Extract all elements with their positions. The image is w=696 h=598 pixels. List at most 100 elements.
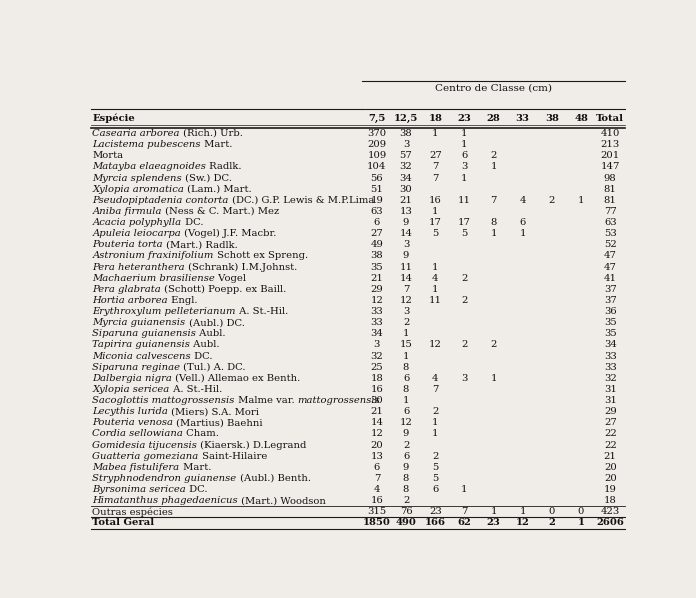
Text: 11: 11: [400, 263, 413, 271]
Text: 1: 1: [490, 507, 497, 516]
Text: Gomidesia tijucensis: Gomidesia tijucensis: [93, 441, 197, 450]
Text: 6: 6: [374, 463, 380, 472]
Text: 490: 490: [395, 518, 416, 527]
Text: 5: 5: [461, 229, 468, 238]
Text: Pera glabrata: Pera glabrata: [93, 285, 161, 294]
Text: 38: 38: [545, 114, 559, 123]
Text: Siparuna guianensis: Siparuna guianensis: [93, 329, 196, 338]
Text: 1: 1: [461, 485, 468, 494]
Text: 15: 15: [400, 340, 413, 349]
Text: 109: 109: [367, 151, 386, 160]
Text: 8: 8: [403, 474, 409, 483]
Text: 16: 16: [429, 196, 441, 205]
Text: 7: 7: [403, 285, 409, 294]
Text: 41: 41: [603, 274, 617, 283]
Text: 30: 30: [370, 396, 383, 405]
Text: (Schrank) I.M.Johnst.: (Schrank) I.M.Johnst.: [185, 263, 297, 271]
Text: 76: 76: [400, 507, 412, 516]
Text: 7: 7: [432, 163, 438, 172]
Text: 6: 6: [432, 485, 438, 494]
Text: 81: 81: [603, 185, 617, 194]
Text: 33: 33: [604, 352, 617, 361]
Text: Cham.: Cham.: [183, 429, 219, 438]
Text: Pouteria torta: Pouteria torta: [93, 240, 163, 249]
Text: 12: 12: [370, 429, 383, 438]
Text: 1: 1: [403, 352, 409, 361]
Text: Guatteria gomeziana: Guatteria gomeziana: [93, 451, 198, 460]
Text: 11: 11: [458, 196, 471, 205]
Text: 34: 34: [400, 173, 413, 182]
Text: 2: 2: [432, 451, 438, 460]
Text: Mart.: Mart.: [180, 463, 211, 472]
Text: 1850: 1850: [363, 518, 391, 527]
Text: 2: 2: [403, 496, 409, 505]
Text: Dalbergia nigra: Dalbergia nigra: [93, 374, 173, 383]
Text: 20: 20: [604, 463, 617, 472]
Text: 29: 29: [604, 407, 617, 416]
Text: Erythroxylum pelleterianum: Erythroxylum pelleterianum: [93, 307, 236, 316]
Text: 315: 315: [367, 507, 386, 516]
Text: 23: 23: [487, 518, 500, 527]
Text: 201: 201: [601, 151, 620, 160]
Text: 37: 37: [604, 285, 617, 294]
Text: 2: 2: [548, 518, 555, 527]
Text: 63: 63: [604, 218, 617, 227]
Text: Xylopia aromatica: Xylopia aromatica: [93, 185, 184, 194]
Text: 2: 2: [403, 318, 409, 327]
Text: 52: 52: [604, 240, 617, 249]
Text: A. St.-Hil.: A. St.-Hil.: [236, 307, 288, 316]
Text: 32: 32: [370, 352, 383, 361]
Text: 35: 35: [370, 263, 383, 271]
Text: Apuleia leiocarpa: Apuleia leiocarpa: [93, 229, 181, 238]
Text: 12: 12: [370, 296, 383, 305]
Text: (Miers) S.A. Mori: (Miers) S.A. Mori: [168, 407, 260, 416]
Text: 19: 19: [370, 196, 383, 205]
Text: 1: 1: [519, 229, 526, 238]
Text: Espécie: Espécie: [93, 114, 135, 123]
Text: mattogrossensis: mattogrossensis: [297, 396, 380, 405]
Text: 27: 27: [370, 229, 383, 238]
Text: 5: 5: [432, 474, 438, 483]
Text: 6: 6: [374, 218, 380, 227]
Text: Myrcia splendens: Myrcia splendens: [93, 173, 182, 182]
Text: Pseudopiptadenia contorta: Pseudopiptadenia contorta: [93, 196, 229, 205]
Text: 1: 1: [432, 419, 438, 428]
Text: 23: 23: [457, 114, 471, 123]
Text: 8: 8: [403, 485, 409, 494]
Text: 22: 22: [604, 429, 617, 438]
Text: 1: 1: [578, 196, 584, 205]
Text: 2: 2: [403, 441, 409, 450]
Text: 32: 32: [400, 163, 413, 172]
Text: 62: 62: [457, 518, 471, 527]
Text: 21: 21: [370, 407, 383, 416]
Text: 53: 53: [604, 229, 617, 238]
Text: 27: 27: [429, 151, 441, 160]
Text: 1: 1: [432, 285, 438, 294]
Text: (Sw.) DC.: (Sw.) DC.: [182, 173, 232, 182]
Text: Stryphnodendron guianense: Stryphnodendron guianense: [93, 474, 237, 483]
Text: (Vell.) Allemao ex Benth.: (Vell.) Allemao ex Benth.: [173, 374, 301, 383]
Text: 3: 3: [461, 374, 468, 383]
Text: 2606: 2606: [596, 518, 624, 527]
Text: Mabea fistulifera: Mabea fistulifera: [93, 463, 180, 472]
Text: Byrsonima sericea: Byrsonima sericea: [93, 485, 186, 494]
Text: 3: 3: [374, 340, 380, 349]
Text: 1: 1: [578, 518, 585, 527]
Text: 57: 57: [400, 151, 413, 160]
Text: (Aubl.) DC.: (Aubl.) DC.: [186, 318, 244, 327]
Text: (Mart.) Woodson: (Mart.) Woodson: [238, 496, 326, 505]
Text: 0: 0: [548, 507, 555, 516]
Text: Aubl.: Aubl.: [196, 329, 226, 338]
Text: 11: 11: [429, 296, 442, 305]
Text: (Ness & C. Mart.) Mez: (Ness & C. Mart.) Mez: [162, 207, 279, 216]
Text: 35: 35: [604, 329, 617, 338]
Text: 2: 2: [461, 296, 468, 305]
Text: 8: 8: [491, 218, 497, 227]
Text: 77: 77: [604, 207, 617, 216]
Text: 51: 51: [370, 185, 383, 194]
Text: 1: 1: [461, 173, 468, 182]
Text: A. St.-Hil.: A. St.-Hil.: [170, 385, 222, 394]
Text: 32: 32: [604, 374, 617, 383]
Text: 7: 7: [432, 385, 438, 394]
Text: Schott ex Spreng.: Schott ex Spreng.: [214, 251, 308, 260]
